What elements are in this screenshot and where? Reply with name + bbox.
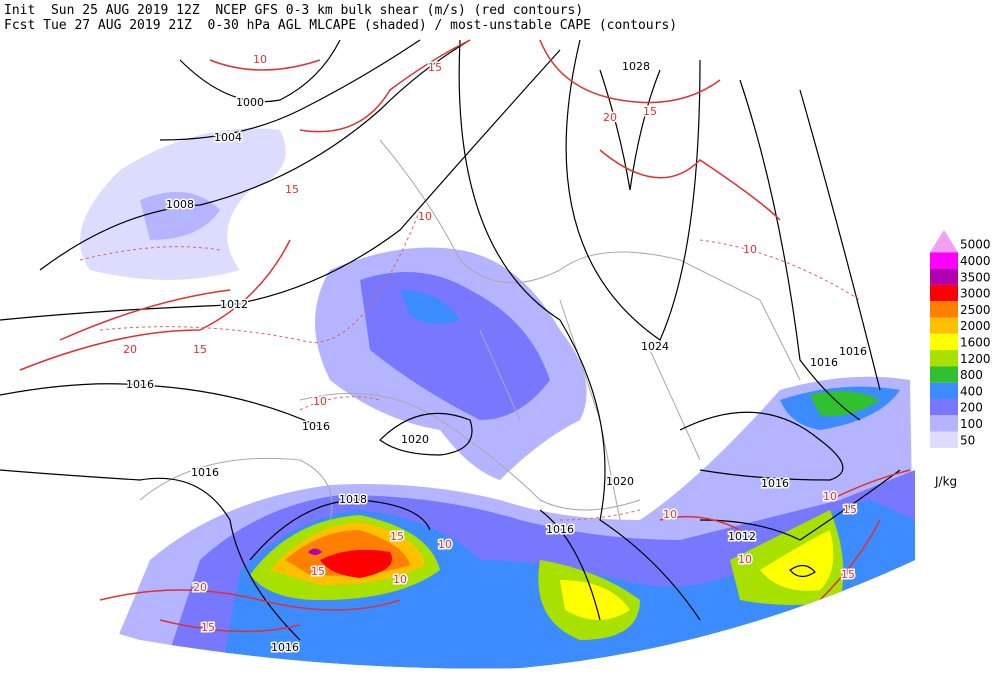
legend-label: 1200: [960, 352, 991, 366]
legend-swatch: [930, 317, 958, 334]
isobars: [0, 39, 901, 641]
shear-label: 10: [418, 210, 432, 223]
legend-label: 3500: [960, 270, 991, 284]
legend-swatch: [930, 350, 958, 367]
legend-swatch: [930, 252, 958, 269]
shear-label: 10: [663, 508, 677, 521]
isobar-label: 1020: [606, 475, 634, 488]
legend-swatch: [930, 268, 958, 285]
legend-label: 800: [960, 368, 983, 382]
isobar-label: 1024: [641, 340, 669, 353]
isobar-label: 1016: [810, 356, 838, 369]
legend-swatch: [930, 399, 958, 416]
legend-label: 400: [960, 384, 983, 398]
header-line: Fcst Tue 27 AUG 2019 21Z 0-30 hPa AGL ML…: [4, 18, 677, 33]
shear-label: 15: [201, 621, 215, 634]
shear-contours-dashed: [79, 209, 861, 521]
legend-label: 3000: [960, 287, 991, 301]
shear-label: 10: [253, 53, 267, 66]
isobar-label: 1016: [271, 641, 299, 654]
shear-label: 15: [390, 530, 404, 543]
isobar-label: 1016: [191, 466, 219, 479]
legend-label: 2000: [960, 319, 991, 333]
header-line: Init Sun 25 AUG 2019 12Z NCEP GFS 0-3 km…: [4, 3, 583, 18]
legend-label: 200: [960, 401, 983, 415]
isobar-label: 1004: [214, 131, 242, 144]
shear-label: 15: [643, 105, 657, 118]
legend-label: 5000: [960, 238, 991, 252]
legend-swatch: [930, 382, 958, 399]
legend-label: 2500: [960, 303, 991, 317]
isobar-label: 1012: [728, 530, 756, 543]
isobar-label: 1012: [220, 298, 248, 311]
legend-swatch: [930, 366, 958, 383]
isobar-label: 1020: [401, 433, 429, 446]
isobar-label: 1016: [302, 420, 330, 433]
isobar-label: 1016: [839, 345, 867, 358]
shear-label: 15: [841, 568, 855, 581]
shear-label: 15: [311, 565, 325, 578]
legend-swatch: [930, 333, 958, 351]
legend-unit: J/kg: [934, 475, 957, 489]
shear-label: 15: [843, 503, 857, 516]
legend-swatch: [930, 415, 958, 432]
isobar-label: 1016: [126, 378, 154, 391]
shear-label: 20: [193, 581, 207, 594]
legend-swatch: [930, 284, 958, 302]
shear-label: 20: [123, 343, 137, 356]
legend-label: 50: [960, 433, 975, 447]
legend-label: 4000: [960, 254, 991, 268]
legend-swatch: [930, 301, 958, 318]
shear-label: 10: [313, 395, 327, 408]
isobar-label: 1018: [339, 493, 367, 506]
isobar-label: 1028: [622, 60, 650, 73]
legend-label: 100: [960, 417, 983, 431]
shear-label: 15: [428, 61, 442, 74]
isobar-label: 1000: [236, 96, 264, 109]
legend: 5000 4000 3500 3000 2500 2000 1600 1200 800 400 20…: [930, 230, 991, 448]
isobar-label: 1008: [166, 198, 194, 211]
isobar-label: 1016: [546, 523, 574, 536]
shear-label: 10: [823, 490, 837, 503]
isobar-label: 1016: [761, 477, 789, 490]
shear-label: 10: [393, 573, 407, 586]
shear-label: 10: [743, 243, 757, 256]
legend-label: 1600: [960, 335, 991, 349]
shear-label: 15: [193, 343, 207, 356]
legend-swatch: [930, 431, 958, 448]
shear-label: 10: [438, 538, 452, 551]
shear-contours: [19, 39, 911, 633]
shear-label: 20: [603, 111, 617, 124]
shear-label: 10: [738, 553, 752, 566]
boundaries: [139, 139, 801, 521]
shear-label: 15: [285, 183, 299, 196]
contour-labels: 1000100410081012101610161020101610181016…: [122, 52, 869, 656]
legend-swatch: [930, 230, 958, 253]
